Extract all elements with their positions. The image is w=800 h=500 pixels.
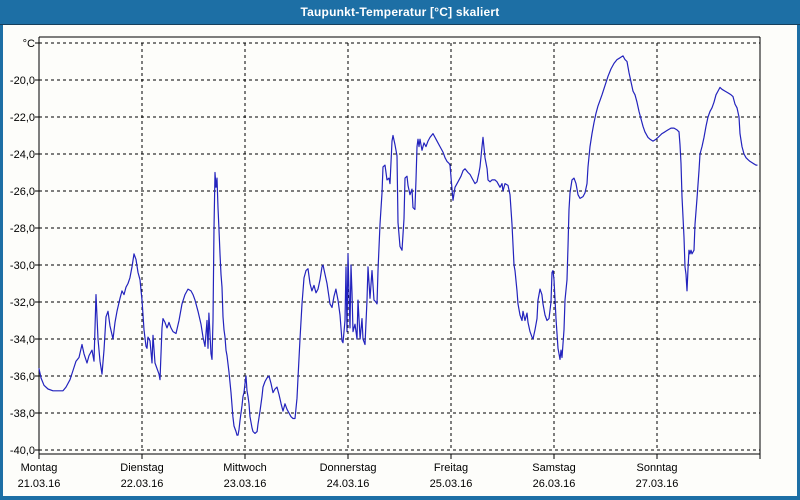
y-tick-label: -40,0 (10, 445, 35, 457)
y-tick-label: -38,0 (10, 408, 35, 420)
window-titlebar: Taupunkt-Temperatur [°C] skaliert (0, 0, 800, 25)
x-day-name-label: Freitag (434, 462, 468, 474)
x-day-name-label: Dienstag (120, 462, 163, 474)
x-day-date-label: 24.03.16 (327, 478, 370, 490)
x-day-date-label: 23.03.16 (224, 478, 267, 490)
x-day-name-label: Sonntag (637, 462, 678, 474)
x-day-name-label: Montag (21, 462, 58, 474)
dewpoint-chart: °C -20,0 -22,0 -24,0 -26,0 -28,0 -30,0 -32,0 -34… (10, 36, 761, 490)
y-tick-label: -32,0 (10, 297, 35, 309)
window-title: Taupunkt-Temperatur [°C] skaliert (300, 5, 500, 19)
series-line (38, 55, 758, 436)
x-day-date-label: 27.03.16 (636, 478, 679, 490)
y-tick-label: -36,0 (10, 371, 35, 383)
x-day-name-label: Donnerstag (320, 462, 377, 474)
y-tick-label: -28,0 (10, 223, 35, 235)
x-day-date-label: 22.03.16 (121, 478, 164, 490)
x-day-date-label: 21.03.16 (18, 478, 61, 490)
y-tick-label: -34,0 (10, 334, 35, 346)
y-tick-label: -26,0 (10, 186, 35, 198)
x-day-name-label: Samstag (532, 462, 575, 474)
y-axis-unit-label: °C (23, 38, 35, 50)
y-tick-label: -22,0 (10, 112, 35, 124)
x-day-date-label: 26.03.16 (533, 478, 576, 490)
y-tick-label: -30,0 (10, 260, 35, 272)
chart-area: °C -20,0 -22,0 -24,0 -26,0 -28,0 -30,0 -32,0 -34… (3, 25, 797, 496)
x-day-date-label: 25.03.16 (430, 478, 473, 490)
y-tick-label: -24,0 (10, 149, 35, 161)
y-tick-label: -20,0 (10, 75, 35, 87)
x-day-name-label: Mittwoch (223, 462, 266, 474)
